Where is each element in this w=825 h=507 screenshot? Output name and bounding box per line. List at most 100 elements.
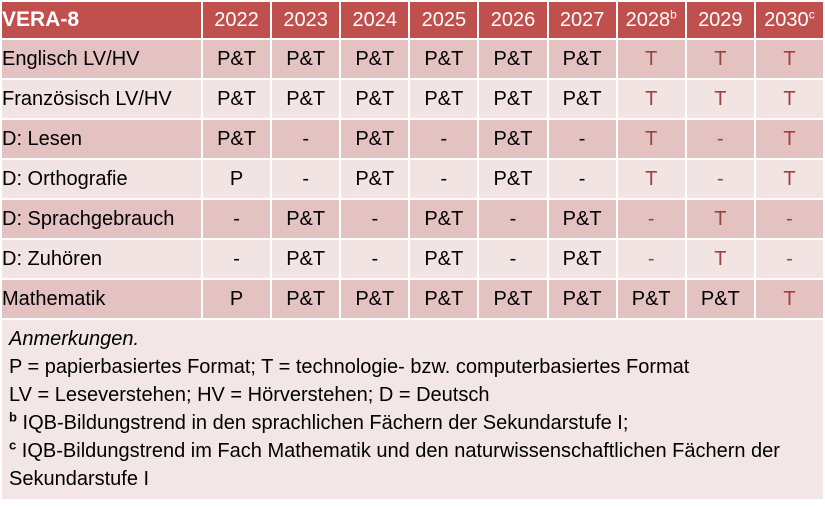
table-cell: - (203, 240, 271, 278)
table-cell: P&T (548, 280, 616, 318)
table-cell: - (755, 200, 823, 238)
notes-heading: Anmerkungen. (9, 328, 140, 350)
column-header-2030: 2030c (755, 2, 823, 38)
table-cell: P&T (272, 40, 340, 78)
row-label: D: Zuhören (2, 240, 201, 278)
table-cell: P&T (479, 80, 547, 118)
vera8-table: VERA-8 2022 2023 2024 2025 2026 2027 2028b 2029… (2, 2, 823, 318)
table-cell: T (617, 80, 685, 118)
table-cell: P&T (341, 280, 409, 318)
row-label: Englisch LV/HV (2, 40, 201, 78)
column-header-2022: 2022 (203, 2, 271, 38)
table-cell: - (686, 120, 754, 158)
table-row: D: Orthografie P - P&T - P&T - T - T (2, 160, 823, 198)
table-cell: - (410, 120, 478, 158)
table-cell: - (272, 120, 340, 158)
note-line: P = papierbasiertes Format; T = technolo… (9, 356, 690, 378)
table-cell: T (686, 40, 754, 78)
table-cell: - (548, 120, 616, 158)
table-cell: T (755, 120, 823, 158)
table-cell: P&T (479, 280, 547, 318)
table-cell: - (479, 200, 547, 238)
table-cell: T (686, 240, 754, 278)
table-cell: T (617, 160, 685, 198)
table-cell: P&T (410, 80, 478, 118)
table-cell: P&T (410, 280, 478, 318)
table-cell: P&T (203, 120, 271, 158)
note-line: c IQB-Bildungstrend im Fach Mathematik u… (9, 437, 780, 490)
table-cell: P&T (341, 120, 409, 158)
table-row: D: Sprachgebrauch - P&T - P&T - P&T - T - (2, 200, 823, 238)
table-row: Englisch LV/HV P&T P&T P&T P&T P&T P&T T T T (2, 40, 823, 78)
table-cell: T (755, 160, 823, 198)
table-cell: P&T (686, 280, 754, 318)
table-cell: P&T (479, 120, 547, 158)
table-cell: P (203, 280, 271, 318)
table-cell: T (617, 120, 685, 158)
table-cell: P&T (341, 160, 409, 198)
footnote-marker: b (9, 409, 17, 425)
table-row: Französisch LV/HV P&T P&T P&T P&T P&T P&T T T T (2, 80, 823, 118)
table-cell: P&T (272, 280, 340, 318)
table-cell: P&T (548, 200, 616, 238)
table-cell: T (617, 40, 685, 78)
table-cell: - (548, 160, 616, 198)
header-row: VERA-8 2022 2023 2024 2025 2026 2027 2028b 2029… (2, 2, 823, 38)
table-cell: - (755, 240, 823, 278)
notes-lines: P = papierbasiertes Format; T = technolo… (9, 353, 815, 493)
row-label: D: Orthografie (2, 160, 201, 198)
table-cell: P&T (203, 80, 271, 118)
table-cell: P&T (410, 40, 478, 78)
row-label: D: Sprachgebrauch (2, 200, 201, 238)
table-cell: - (341, 240, 409, 278)
table-cell: - (617, 240, 685, 278)
table-cell: - (272, 160, 340, 198)
column-header-2029: 2029 (686, 2, 754, 38)
table-cell: P&T (272, 240, 340, 278)
table-cell: P&T (410, 200, 478, 238)
table-row: D: Zuhören - P&T - P&T - P&T - T - (2, 240, 823, 278)
table-cell: P&T (548, 80, 616, 118)
table-cell: P&T (272, 80, 340, 118)
column-footnote-marker: b (670, 6, 677, 21)
table-cell: P&T (548, 240, 616, 278)
table-cell: T (755, 280, 823, 318)
table-cell: T (686, 200, 754, 238)
table-cell: P&T (479, 40, 547, 78)
table-cell: - (617, 200, 685, 238)
table-cell: P&T (548, 40, 616, 78)
table-cell: P&T (272, 200, 340, 238)
table-cell: T (686, 80, 754, 118)
table-title: VERA-8 (2, 2, 201, 38)
table-row: Mathematik P P&T P&T P&T P&T P&T P&T P&T T (2, 280, 823, 318)
table-cell: P&T (479, 160, 547, 198)
table-cell: P&T (341, 40, 409, 78)
row-label: D: Lesen (2, 120, 201, 158)
table-cell: P&T (203, 40, 271, 78)
table-cell: P (203, 160, 271, 198)
table-row: D: Lesen P&T - P&T - P&T - T - T (2, 120, 823, 158)
table-cell: - (686, 160, 754, 198)
note-line: LV = Leseverstehen; HV = Hörverstehen; D… (9, 384, 490, 406)
column-footnote-marker: c (808, 6, 815, 21)
column-header-2025: 2025 (410, 2, 478, 38)
row-label: Französisch LV/HV (2, 80, 201, 118)
table-cell: - (341, 200, 409, 238)
table-cell: T (755, 80, 823, 118)
table-body: Englisch LV/HV P&T P&T P&T P&T P&T P&T T T T Franz… (2, 40, 823, 318)
row-label: Mathematik (2, 280, 201, 318)
table-cell: - (203, 200, 271, 238)
column-header-2028: 2028b (617, 2, 685, 38)
table-cell: T (755, 40, 823, 78)
table-cell: P&T (341, 80, 409, 118)
table-cell: P&T (617, 280, 685, 318)
table-cell: P&T (410, 240, 478, 278)
column-header-2024: 2024 (341, 2, 409, 38)
notes-section: Anmerkungen. P = papierbasiertes Format;… (2, 320, 823, 499)
table-cell: - (410, 160, 478, 198)
footnote-marker: c (9, 437, 17, 453)
column-header-2026: 2026 (479, 2, 547, 38)
note-line: b IQB-Bildungstrend in den sprachlichen … (9, 409, 629, 434)
column-header-2027: 2027 (548, 2, 616, 38)
